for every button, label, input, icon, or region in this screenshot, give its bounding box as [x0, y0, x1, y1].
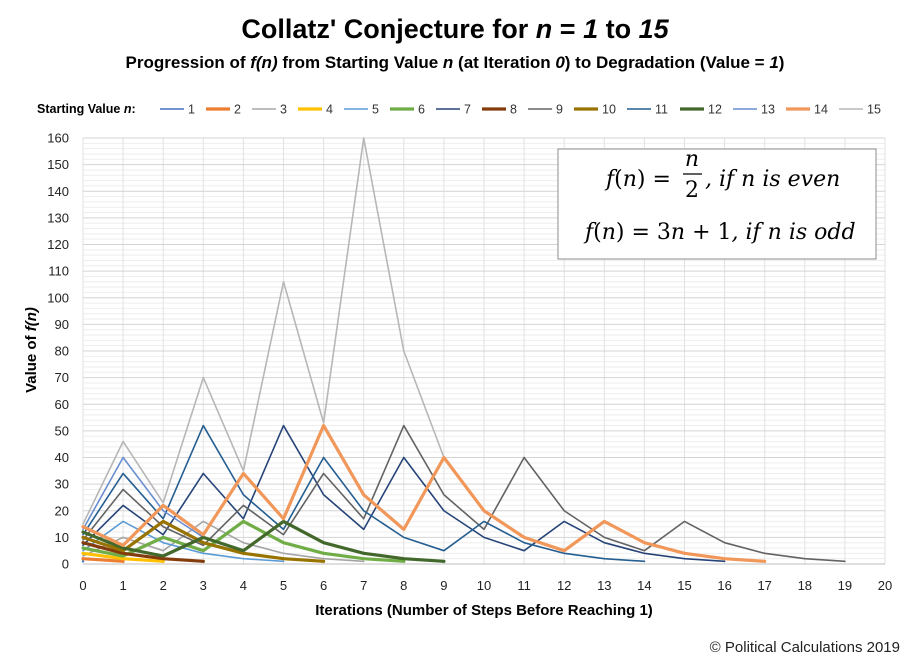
x-tick-label: 20 — [878, 578, 892, 593]
x-tick-label: 3 — [200, 578, 207, 593]
x-tick-label: 8 — [400, 578, 407, 593]
formula-even-lhs: f(n) = — [604, 167, 671, 192]
subtitle-part: n — [443, 53, 453, 72]
legend-label-14: 14 — [814, 103, 828, 117]
series-10-line — [81, 519, 326, 563]
title-part: 1 — [583, 14, 598, 44]
y-tick-label: 60 — [55, 397, 69, 412]
title-part: Collatz' Conjecture for — [241, 14, 535, 44]
y-tick-label: 130 — [47, 210, 69, 225]
y-tick-label: 140 — [47, 184, 69, 199]
grid — [82, 137, 886, 565]
y-tick-label: 20 — [55, 503, 69, 518]
series-8-line — [81, 541, 205, 563]
subtitle-part: 1 — [769, 53, 778, 72]
x-tick-label: 18 — [798, 578, 812, 593]
series-4-line — [81, 551, 165, 563]
series-7-line — [82, 424, 726, 563]
subtitle-part: ) — [779, 53, 785, 72]
x-tick-label: 6 — [320, 578, 327, 593]
x-tick-label: 10 — [477, 578, 491, 593]
x-tick-label: 16 — [717, 578, 731, 593]
legend-label-3: 3 — [280, 103, 287, 117]
y-tick-label: 160 — [47, 131, 69, 146]
y-tick-label: 0 — [62, 557, 69, 572]
x-axis-title: Iterations (Number of Steps Before Reach… — [315, 602, 653, 619]
y-tick-label: 40 — [55, 450, 69, 465]
series-11-line — [82, 424, 646, 563]
legend-label-15: 15 — [867, 103, 881, 117]
legend-label-4: 4 — [326, 103, 333, 117]
title-part: 15 — [639, 14, 670, 44]
title-part: to — [598, 14, 639, 44]
x-tick-label: 2 — [160, 578, 167, 593]
formula-even-condition: , if n is even — [705, 167, 840, 192]
legend-label-12: 12 — [708, 103, 722, 117]
title-part: n — [536, 14, 553, 44]
subtitle-part: Progression of — [126, 53, 251, 72]
formula-odd: f(n) = 3n + 1, if n is odd — [583, 220, 856, 245]
y-tick-label: 90 — [55, 317, 69, 332]
formula-even-numerator: n — [685, 147, 699, 172]
legend-label-5: 5 — [372, 103, 379, 117]
legend-label-11: 11 — [655, 103, 668, 117]
x-tick-label: 9 — [440, 578, 447, 593]
legend-title: Starting Value n: — [37, 102, 136, 116]
credit: © Political Calculations 2019 — [710, 639, 900, 656]
x-tick-label: 4 — [240, 578, 247, 593]
x-tick-label: 1 — [119, 578, 126, 593]
y-tick-label: 150 — [47, 157, 69, 172]
x-tick-label: 13 — [597, 578, 611, 593]
subtitle-part: f(n) — [250, 53, 278, 72]
series-1-point — [81, 560, 85, 563]
legend-label-6: 6 — [418, 103, 425, 117]
legend: Starting Value n: 1 2 3 4 5 6 7 8 9 10 11 12 13 14 15 — [37, 102, 881, 117]
chart-title: Collatz' Conjecture for n = 1 to 15 — [241, 14, 669, 44]
series-12-line — [81, 519, 446, 563]
y-tick-label: 10 — [55, 530, 69, 545]
y-tick-label: 120 — [47, 237, 69, 252]
series-layer — [81, 137, 846, 563]
legend-label-10: 10 — [602, 103, 616, 117]
y-tick-label: 70 — [55, 370, 69, 385]
axes: 0102030405060708090100110120130140150160… — [47, 131, 892, 594]
x-tick-label: 17 — [757, 578, 771, 593]
subtitle-part: 0 — [555, 53, 565, 72]
subtitle-part: (at Iteration — [453, 53, 555, 72]
legend-label-8: 8 — [510, 103, 517, 117]
y-axis-title: Value of f(n) — [23, 307, 40, 393]
formula-even-denominator: 2 — [685, 178, 699, 203]
x-tick-label: 7 — [360, 578, 367, 593]
y-tick-label: 80 — [55, 344, 69, 359]
formula-box: f(n) = n 2 , if n is even f(n) = 3n + 1,… — [557, 147, 877, 260]
legend-label-1: 1 — [188, 103, 195, 117]
legend-label-2: 2 — [234, 103, 241, 117]
x-tick-label: 19 — [838, 578, 852, 593]
legend-label-7: 7 — [464, 103, 471, 117]
x-tick-label: 14 — [637, 578, 651, 593]
legend-label-13: 13 — [761, 103, 775, 117]
chart-subtitle: Progression of f(n) from Starting Value … — [126, 53, 785, 72]
series-14-line — [81, 423, 767, 563]
y-tick-label: 100 — [47, 290, 69, 305]
title-part: = — [552, 14, 583, 44]
x-tick-label: 15 — [677, 578, 691, 593]
x-tick-label: 5 — [280, 578, 287, 593]
legend-label-9: 9 — [556, 103, 563, 117]
subtitle-part: ) to Degradation (Value = — [565, 53, 770, 72]
x-tick-label: 0 — [79, 578, 86, 593]
x-tick-label: 12 — [557, 578, 571, 593]
formula-box-frame — [557, 148, 877, 260]
y-tick-label: 50 — [55, 423, 69, 438]
y-tick-label: 110 — [48, 264, 69, 279]
x-tick-label: 11 — [517, 578, 531, 593]
y-tick-label: 30 — [55, 477, 69, 492]
subtitle-part: from Starting Value — [278, 53, 443, 72]
series-2-line — [81, 557, 125, 563]
